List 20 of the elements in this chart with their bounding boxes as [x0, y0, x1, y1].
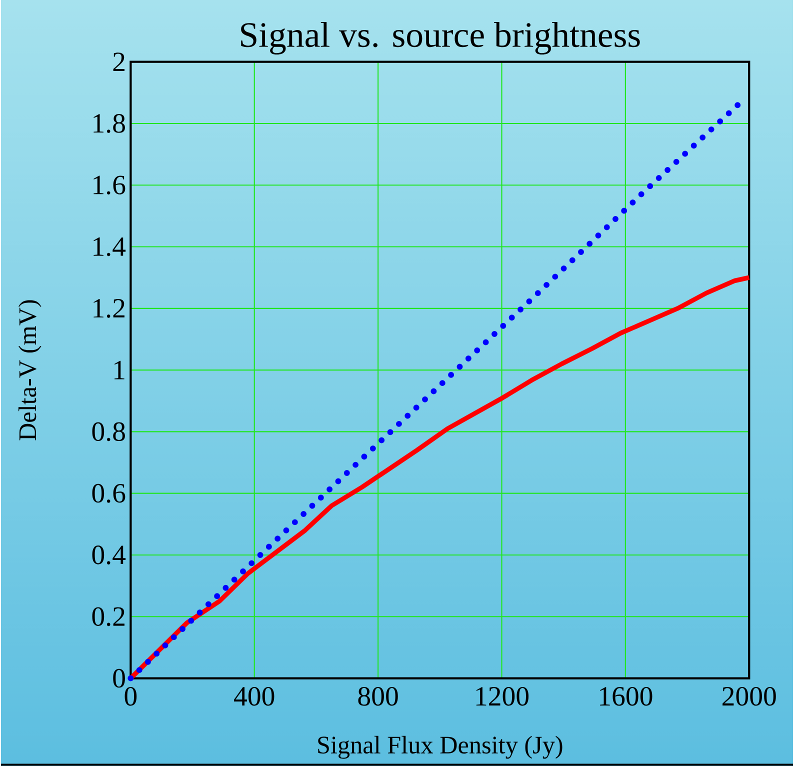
y-tick-label: 0: [113, 668, 125, 688]
x-tick-label: 2000: [722, 686, 776, 706]
y-tick-label: 2: [113, 52, 124, 72]
y-tick-label: 1.4: [94, 237, 126, 256]
y-tick-label: 1: [114, 360, 124, 380]
y-tick-label: 1.8: [94, 114, 125, 133]
x-tick-label: 800: [358, 686, 398, 706]
chart-title: Signal vs. source brightness: [241, 22, 640, 54]
y-tick-label: 0.8: [92, 422, 125, 442]
y-tick-label: 0.2: [92, 607, 124, 626]
y-tick-label: 0.4: [92, 546, 126, 564]
x-tick-label: 1600: [600, 686, 652, 706]
line-series: [128, 275, 752, 681]
x-tick-label: 1200: [476, 686, 529, 706]
x-axis-title: Signal Flux Density (Jy): [318, 736, 562, 759]
y-tick-label: 1.6: [94, 176, 126, 194]
y-axis-title: Delta-V (mV): [18, 300, 42, 440]
y-tick-label: 0.6: [92, 484, 126, 503]
y-tick-label: 1.2: [94, 298, 124, 318]
x-tick-label: 400: [234, 686, 274, 706]
